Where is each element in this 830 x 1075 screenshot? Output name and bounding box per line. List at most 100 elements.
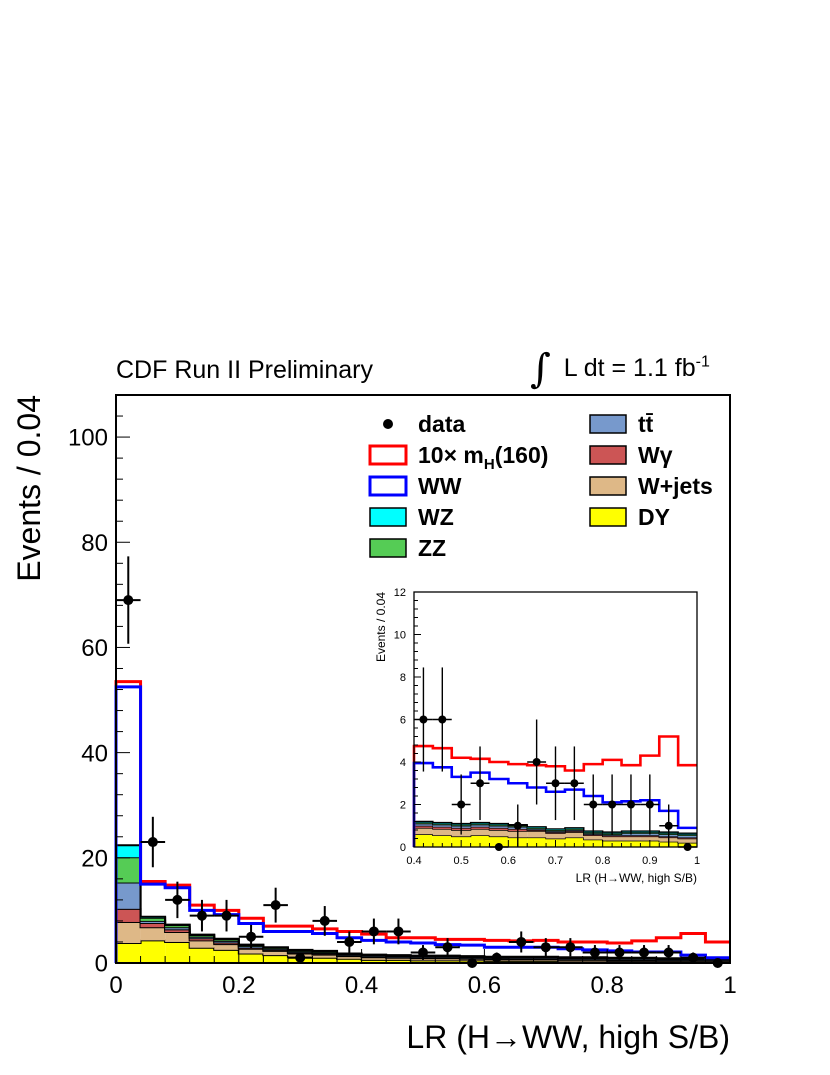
main-data-point-11: [393, 926, 404, 937]
legend-label-sub: H: [484, 456, 495, 473]
legend-label-wgamma: Wγ: [638, 442, 673, 468]
main-bar-wz-0: [116, 845, 141, 858]
legend-label-text: ZZ: [418, 535, 446, 561]
main-bar-wgamma-2: [165, 929, 190, 932]
main-ytick-label: 100: [68, 425, 108, 452]
main-bar-dy-16: [508, 960, 534, 963]
legend-label-text: W+jets: [638, 473, 713, 499]
inset-data-point-2: [457, 800, 466, 809]
main-bar-dy-2: [165, 941, 190, 963]
lumi-text: L dt = 1.1 fb: [563, 354, 696, 382]
inset-bar-wgamma-4: [489, 827, 509, 830]
main-bar-wjets-8: [312, 954, 338, 958]
inset-xtick-label: 0.8: [595, 855, 610, 867]
main-xtick-label: 0.6: [468, 972, 501, 999]
main-data-point-17: [540, 942, 551, 953]
main-xtick-label: 0.4: [345, 972, 378, 999]
inset-bar-wgamma-1: [432, 826, 452, 829]
main-data-point-8: [319, 915, 330, 926]
legend-swatch-tt: [589, 414, 627, 434]
inset-data-point-9: [589, 800, 598, 809]
main-data-point-18: [565, 942, 576, 953]
legend-swatch-wjets: [589, 476, 627, 496]
main-bar-wgamma-1: [140, 923, 166, 928]
main-data-point-20: [614, 947, 625, 958]
main-bar-wgamma-3: [189, 938, 215, 941]
main-bar-wjets-11: [386, 957, 411, 960]
inset-outline-wz: [414, 820, 697, 834]
main-data-point-22: [663, 947, 674, 958]
inset-bar-dy-0: [414, 834, 433, 847]
inset-bar-dy-8: [564, 837, 584, 847]
legend-label-text: Wγ: [638, 442, 673, 468]
inset-bar-dy-1: [432, 835, 452, 847]
inset-bar-tt-1: [432, 824, 452, 827]
inset-bar-tt-14: [678, 835, 697, 838]
inset-bar-wjets-10: [602, 836, 622, 841]
main-bar-tt-1: [140, 920, 166, 924]
main-bar-wgamma-0: [116, 908, 141, 922]
main-data-point-9: [344, 936, 355, 947]
inset-bar-wgamma-0: [414, 825, 433, 828]
inset-xtick-label: 0.6: [501, 855, 516, 867]
inset-bar-tt-4: [489, 825, 509, 828]
main-ytick-label: 0: [95, 951, 108, 978]
main-data-point-15: [491, 952, 502, 963]
main-bar-dy-17: [533, 960, 559, 963]
main-ytick-label: 40: [81, 740, 108, 767]
main-data-point-4: [221, 910, 232, 921]
main-xtick-label: 0: [109, 972, 122, 999]
legend-swatch-wgamma: [589, 445, 627, 465]
main-data-point-21: [639, 947, 650, 958]
main-bar-tt-0: [116, 882, 141, 909]
inset-bar-tt-0: [414, 823, 433, 826]
inset-data-point-5: [513, 821, 522, 830]
inset-xlabel: LR (H→WW, high S/B): [576, 871, 697, 885]
legend-item-signal: 10× mH(160): [368, 442, 548, 473]
main-data-point-1: [147, 837, 158, 848]
main-bar-wjets-3: [189, 940, 215, 948]
main-bar-zz-1: [140, 917, 166, 921]
inset-xtick-label: 1: [694, 855, 700, 867]
main-bar-dy-9: [337, 958, 362, 963]
inset-xtick-label: 0.7: [548, 855, 563, 867]
inset-data-point-8: [570, 779, 579, 788]
main-bar-wjets-0: [116, 921, 141, 944]
inset-signal-line: [412, 735, 697, 847]
inset-data-point-7: [551, 779, 560, 788]
legend-item-data: data: [383, 411, 466, 437]
inset-bar-tt-3: [470, 824, 490, 827]
legend-label-text: data: [418, 411, 466, 437]
legend-label-dy: DY: [638, 504, 670, 530]
inset-data-point-12: [645, 800, 654, 809]
inset-xtick-label: 0.4: [406, 855, 421, 867]
legend-label-text: tt̄: [638, 411, 654, 437]
main-bar-dy-10: [361, 959, 387, 963]
main-data-point-23: [688, 952, 699, 963]
legend-label-text: WW: [418, 473, 462, 499]
main-bar-tt-2: [165, 927, 190, 930]
inset-ytick-label: 2: [400, 799, 406, 811]
inset-ytick-label: 10: [394, 629, 406, 641]
main-bar-wjets-5: [238, 948, 264, 954]
legend-label-tt: tt̄: [638, 411, 654, 437]
legend-item-wgamma: Wγ: [589, 442, 673, 468]
inset-data-point-11: [626, 800, 635, 809]
main-xtick-label: 0.2: [222, 972, 255, 999]
main-data-point-13: [442, 942, 453, 953]
legend-swatch-ww: [368, 475, 408, 497]
inset-data-point-0: [419, 715, 428, 724]
main-bar-wjets-9: [337, 956, 362, 959]
inset-data-point-6: [532, 758, 541, 766]
inset-ytick-label: 4: [400, 757, 406, 769]
legend-swatch-dy: [589, 507, 627, 527]
inset-ww-line: [412, 761, 697, 847]
main-bar-wjets-1: [140, 927, 166, 941]
inset-data-point-13: [664, 821, 673, 830]
inset-data-point-3: [476, 779, 485, 788]
legend-label-zz: ZZ: [418, 535, 446, 561]
main-ylabel: Events / 0.04: [11, 395, 47, 582]
legend-item-wjets: W+jets: [589, 473, 713, 499]
legend-label-data: data: [418, 411, 466, 437]
